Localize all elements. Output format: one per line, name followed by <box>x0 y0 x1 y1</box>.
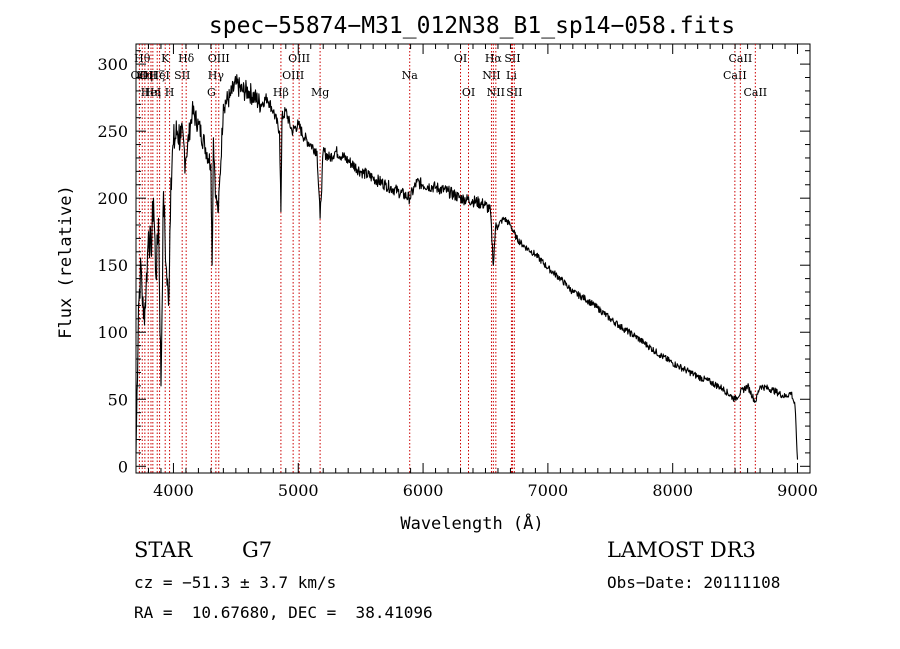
spectrum-line <box>135 74 799 460</box>
line-marker-label: SII <box>504 52 520 65</box>
line-marker-label: NII <box>482 69 500 82</box>
line-marker-layer: OIIHθHηOIIHeIHηHζHeIKHSIIHδGHγOIIIHβOIII… <box>131 44 767 473</box>
subclass: G7 <box>242 538 273 562</box>
line-marker-label: OI <box>454 52 467 65</box>
y-tick-label: 200 <box>97 189 128 208</box>
line-marker-label: Li <box>506 69 517 82</box>
line-marker-label: Hα <box>485 52 503 65</box>
line-marker-label: G <box>207 86 216 99</box>
survey-name: LAMOST DR3 <box>607 538 756 562</box>
y-tick-label: 250 <box>97 122 128 141</box>
line-marker-label: Hη <box>145 86 161 99</box>
x-tick-label: 7000 <box>528 481 569 500</box>
line-marker-label: OIII <box>288 52 310 65</box>
line-marker-label: CaII <box>723 69 747 82</box>
line-marker-label: Mg <box>311 86 329 99</box>
x-tick-label: 9000 <box>777 481 818 500</box>
axis-tick-layer: 4000 5000 6000 7000 8000 9000 0 50 100 150 200 250 3… <box>97 44 818 500</box>
redshift-text: cz = −51.3 ± 3.7 km/s <box>134 573 337 592</box>
y-tick-label: 300 <box>97 55 128 74</box>
plot-frame <box>135 43 811 474</box>
x-axis-label: Wavelength (Å) <box>400 512 543 534</box>
line-marker-label: H <box>165 86 175 99</box>
line-marker-label: CaII <box>743 86 767 99</box>
line-marker-label: HeI <box>149 69 169 82</box>
chart-title: spec−55874−M31_012N38_B1_sp14−058.fits <box>209 13 735 39</box>
line-marker-label: NII <box>487 86 505 99</box>
x-tick-label: 5000 <box>278 481 319 500</box>
line-marker-label: K <box>161 52 170 65</box>
line-marker-label: OII <box>131 69 149 82</box>
line-marker-label: SII <box>506 86 522 99</box>
y-tick-label: 0 <box>118 457 128 476</box>
line-marker-label: OIII <box>282 69 304 82</box>
line-marker-label: Na <box>402 69 419 82</box>
line-marker-label: Hγ <box>208 69 225 82</box>
line-marker-label: Hζ <box>149 69 165 82</box>
y-tick-label: 100 <box>97 323 128 342</box>
line-marker-label: OI <box>462 86 475 99</box>
object-class: STAR <box>134 538 193 562</box>
line-marker-label: HeI <box>141 86 161 99</box>
coordinates-text: RA = 10.67680, DEC = 38.41096 <box>134 603 433 622</box>
line-marker-label: Hη <box>137 69 153 82</box>
x-tick-label: 4000 <box>153 481 194 500</box>
line-marker-label: OIII <box>208 52 230 65</box>
line-marker-label: Hβ <box>273 86 289 99</box>
obs-date-text: Obs−Date: 20111108 <box>607 573 781 592</box>
y-tick-label: 150 <box>97 256 128 275</box>
line-marker-label: SII <box>174 69 190 82</box>
line-marker-label: Hδ <box>178 52 195 65</box>
x-tick-label: 6000 <box>403 481 444 500</box>
line-marker-label: Hθ <box>134 52 151 65</box>
y-axis-label: Flux (relative) <box>56 185 76 339</box>
line-marker-label: CaII <box>729 52 753 65</box>
y-tick-label: 50 <box>108 390 128 409</box>
x-tick-label: 8000 <box>652 481 693 500</box>
